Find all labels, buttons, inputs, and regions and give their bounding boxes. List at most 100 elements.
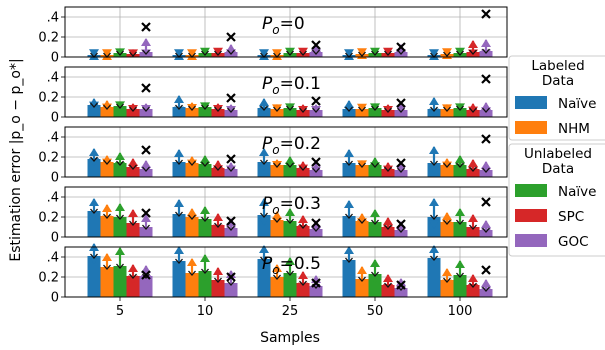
mean-marker: [384, 224, 392, 230]
mean-marker: [175, 258, 183, 264]
error-arrow-down: [128, 275, 138, 284]
error-arrow-down: [272, 104, 282, 113]
mean-marker: [443, 51, 451, 57]
error-arrow-up: [128, 264, 138, 272]
error-arrow-down: [455, 222, 465, 231]
error-arrow-down: [213, 280, 223, 289]
legend-swatch: [515, 121, 547, 134]
outlier-marker: [141, 270, 151, 280]
mean-marker: [312, 107, 320, 113]
error-arrow-down: [298, 106, 308, 114]
error-arrow-down: [102, 267, 112, 276]
y-tick-label: 0: [51, 111, 59, 126]
error-arrow-down: [344, 49, 354, 58]
mean-marker: [358, 218, 366, 224]
panel-frame: [64, 186, 508, 238]
bar: [172, 261, 186, 297]
bar: [427, 258, 441, 297]
mean-marker: [129, 106, 137, 112]
bar: [198, 107, 212, 117]
bar: [211, 280, 225, 297]
bar: [283, 165, 297, 177]
mean-marker: [482, 286, 490, 292]
bar: [355, 279, 369, 297]
mean-marker: [358, 51, 366, 57]
error-arrow-up: [174, 95, 184, 103]
mean-marker: [469, 282, 477, 288]
error-arrow-down: [311, 106, 321, 114]
error-arrow-up: [442, 212, 452, 220]
outlier-marker: [481, 265, 491, 275]
error-arrow-down: [259, 217, 269, 226]
y-tick-label: 0.2: [38, 151, 59, 166]
mean-marker: [103, 159, 111, 165]
legend-swatch: [515, 209, 547, 222]
bar: [440, 280, 454, 297]
y-axis-label: Estimation error |p_o − p_o*|: [8, 58, 24, 261]
mean-marker: [371, 162, 379, 168]
mean-marker: [482, 227, 490, 233]
error-arrow-up: [429, 146, 439, 154]
bar: [270, 277, 284, 297]
error-arrow-down: [285, 103, 295, 112]
error-arrow-down: [141, 227, 151, 236]
mean-marker: [384, 166, 392, 172]
mean-marker: [384, 107, 392, 113]
panel-frame: [64, 6, 508, 58]
error-arrow-down: [468, 284, 478, 292]
mean-marker: [142, 106, 150, 112]
bar: [172, 214, 186, 237]
error-arrow-up: [344, 149, 354, 157]
error-arrow-down: [115, 217, 125, 226]
error-arrow-up: [115, 203, 125, 211]
error-arrow-up: [455, 155, 465, 163]
error-arrow-down: [370, 275, 380, 284]
mean-marker: [456, 50, 464, 56]
error-arrow-down: [89, 49, 99, 58]
mean-marker: [273, 217, 281, 223]
y-tick-label: .4: [47, 191, 59, 206]
error-arrow-down: [89, 211, 99, 220]
error-arrow-up: [174, 149, 184, 157]
mean-marker: [443, 277, 451, 283]
bar: [257, 215, 271, 237]
mean-marker: [116, 103, 124, 109]
error-arrow-up: [468, 159, 478, 167]
error-arrow-up: [200, 155, 210, 163]
mean-marker: [397, 167, 405, 173]
mean-marker: [273, 274, 281, 280]
mean-marker: [312, 226, 320, 232]
legend-entry-label: Naïve: [558, 96, 596, 112]
error-arrow-down: [429, 165, 439, 174]
y-tick-label: 0.2: [38, 211, 59, 226]
error-arrow-up: [455, 260, 465, 268]
error-arrow-down: [259, 259, 269, 268]
mean-marker: [456, 105, 464, 111]
error-arrow-up: [259, 148, 269, 156]
error-arrow-down: [396, 106, 406, 114]
error-arrow-down: [298, 225, 308, 233]
bar: [100, 107, 114, 117]
bar: [113, 217, 127, 237]
error-arrow-down: [429, 49, 439, 58]
bar: [270, 220, 284, 237]
panel-frame: [64, 66, 508, 118]
bar: [87, 211, 101, 237]
mean-marker: [371, 50, 379, 56]
error-arrow-down: [213, 224, 223, 233]
panel-1: 0 0.2 .4 Po=0: [38, 6, 508, 66]
mean-marker: [227, 166, 235, 172]
mean-marker: [188, 160, 196, 166]
error-arrow-down: [174, 162, 184, 171]
panel-title: Po=0.1: [262, 74, 321, 97]
error-arrow-up: [357, 266, 367, 274]
mean-marker: [214, 222, 222, 228]
error-arrow-down: [128, 223, 138, 232]
mean-marker: [482, 107, 490, 113]
y-tick-label: .4: [47, 131, 59, 146]
error-arrow-down: [285, 47, 295, 56]
error-arrow-up: [285, 156, 295, 164]
outlier-marker: [226, 216, 236, 226]
panel-4: 0 0.2 .4 Po=0.3: [38, 186, 508, 246]
y-tick-label: .4: [47, 11, 59, 26]
